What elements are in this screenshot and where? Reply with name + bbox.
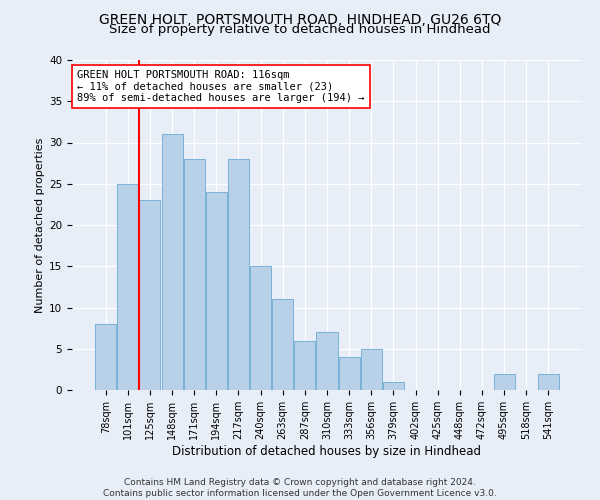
Bar	[95, 324, 116, 390]
Y-axis label: Number of detached properties: Number of detached properties	[35, 138, 45, 312]
Text: GREEN HOLT PORTSMOUTH ROAD: 116sqm
← 11% of detached houses are smaller (23)
89%: GREEN HOLT PORTSMOUTH ROAD: 116sqm ← 11%…	[77, 70, 365, 103]
Bar	[139, 200, 160, 390]
Bar	[361, 349, 382, 390]
Bar	[206, 192, 227, 390]
Bar	[250, 266, 271, 390]
Bar	[316, 332, 338, 390]
Bar	[272, 299, 293, 390]
Bar	[184, 159, 205, 390]
Bar	[383, 382, 404, 390]
Bar	[161, 134, 182, 390]
X-axis label: Distribution of detached houses by size in Hindhead: Distribution of detached houses by size …	[173, 444, 482, 458]
Text: Size of property relative to detached houses in Hindhead: Size of property relative to detached ho…	[109, 22, 491, 36]
Bar	[538, 374, 559, 390]
Bar	[118, 184, 139, 390]
Text: Contains HM Land Registry data © Crown copyright and database right 2024.
Contai: Contains HM Land Registry data © Crown c…	[103, 478, 497, 498]
Bar	[228, 159, 249, 390]
Bar	[338, 357, 359, 390]
Bar	[295, 340, 316, 390]
Text: GREEN HOLT, PORTSMOUTH ROAD, HINDHEAD, GU26 6TQ: GREEN HOLT, PORTSMOUTH ROAD, HINDHEAD, G…	[99, 12, 501, 26]
Bar	[494, 374, 515, 390]
